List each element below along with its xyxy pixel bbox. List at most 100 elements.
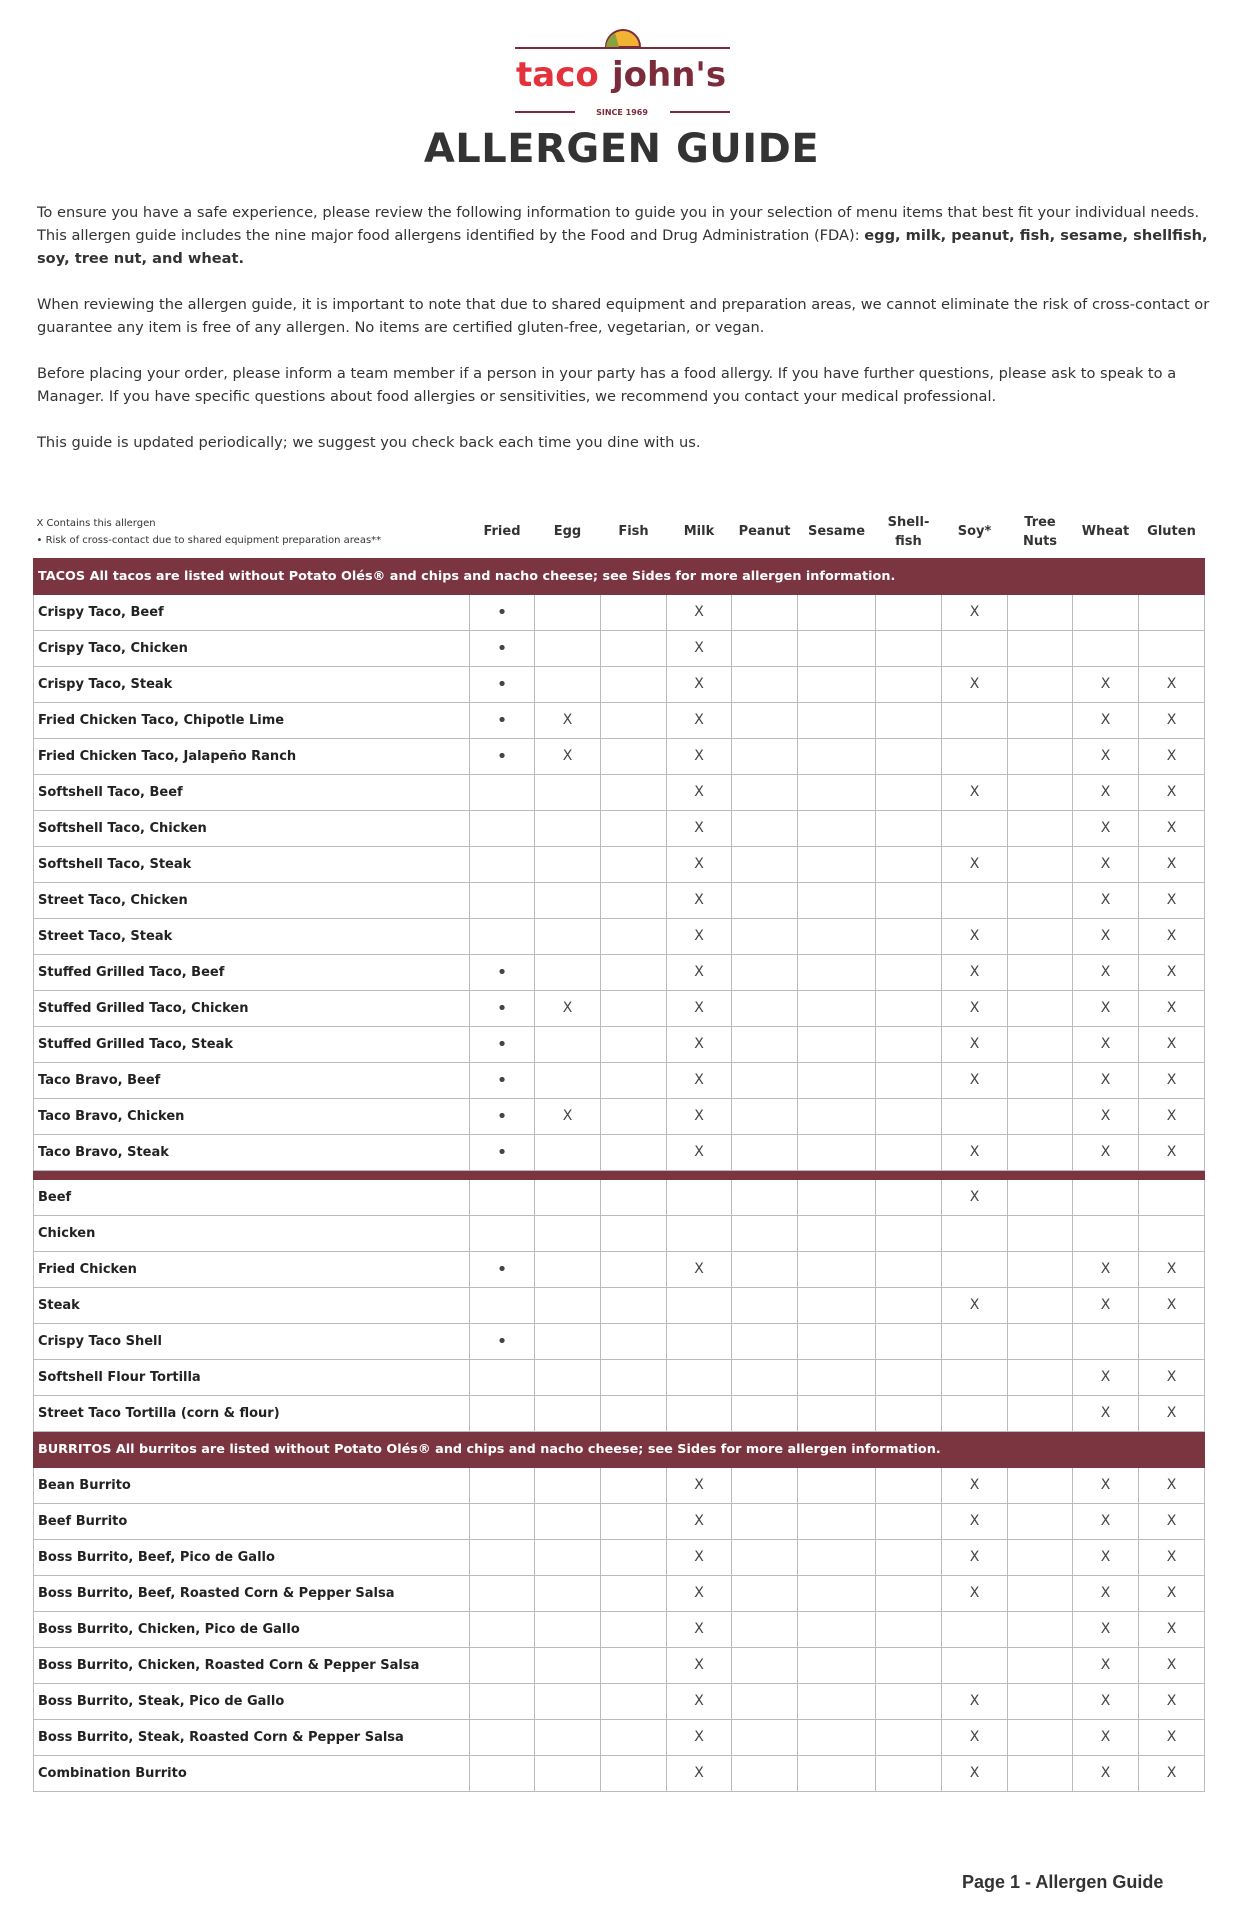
allergen-cell — [469, 773, 535, 811]
since-text: SINCE 1969 — [596, 108, 648, 117]
allergen-cell: X — [1138, 1133, 1205, 1171]
allergen-cell: X — [1072, 701, 1139, 739]
allergen-cell — [797, 1250, 876, 1288]
allergen-cell — [534, 1358, 601, 1396]
allergen-cell — [534, 953, 601, 991]
allergen-cell — [600, 1097, 667, 1135]
allergen-cell: X — [941, 917, 1008, 955]
allergen-cell — [469, 809, 535, 847]
allergen-cell — [469, 845, 535, 883]
allergen-cell — [1007, 1286, 1073, 1324]
item-name: Softshell Flour Tortilla — [33, 1358, 470, 1396]
allergen-cell — [797, 1646, 876, 1684]
allergen-cell — [875, 1322, 942, 1360]
table-row: Stuffed Grilled Taco, Steak • X X X X — [33, 1025, 1205, 1063]
allergen-cell — [731, 953, 798, 991]
allergen-cell — [731, 845, 798, 883]
allergen-cell: X — [1072, 953, 1139, 991]
allergen-cell — [875, 1754, 942, 1792]
allergen-cell — [875, 1178, 942, 1216]
allergen-cell — [600, 1466, 667, 1504]
allergen-cell — [797, 989, 876, 1027]
allergen-cell: X — [941, 1466, 1008, 1504]
allergen-cell: X — [1072, 1646, 1139, 1684]
allergen-cell: X — [1072, 1286, 1139, 1324]
allergen-cell: X — [1138, 809, 1205, 847]
allergen-cell — [1072, 1214, 1139, 1252]
legend: X Contains this allergen • Risk of cross… — [34, 506, 470, 558]
allergen-cell — [469, 1466, 535, 1504]
allergen-cell: X — [666, 917, 732, 955]
allergen-cell — [1007, 1178, 1073, 1216]
allergen-cell — [731, 1250, 798, 1288]
item-name: Steak — [33, 1286, 470, 1324]
allergen-cell — [941, 1646, 1008, 1684]
item-name: Chicken — [33, 1214, 470, 1252]
item-name: Taco Bravo, Beef — [33, 1061, 470, 1099]
allergen-cell — [1007, 1646, 1073, 1684]
allergen-cell: X — [941, 773, 1008, 811]
allergen-cell: X — [1138, 1538, 1205, 1576]
item-name: Stuffed Grilled Taco, Chicken — [33, 989, 470, 1027]
allergen-cell: X — [1138, 989, 1205, 1027]
item-name: Beef Burrito — [33, 1502, 470, 1540]
item-name: Softshell Taco, Beef — [33, 773, 470, 811]
allergen-cell — [875, 737, 942, 775]
allergen-cell — [600, 701, 667, 739]
allergen-cell — [941, 881, 1008, 919]
allergen-cell: • — [469, 665, 535, 703]
allergen-cell — [534, 1538, 601, 1576]
allergen-cell — [666, 1286, 732, 1324]
section-title: BURRITOS All burritos are listed without… — [33, 1430, 1205, 1468]
allergen-cell — [1138, 1178, 1205, 1216]
allergen-cell — [797, 1358, 876, 1396]
allergen-cell: X — [534, 989, 601, 1027]
allergen-cell — [875, 1133, 942, 1171]
allergen-cell — [1007, 845, 1073, 883]
allergen-cell — [731, 1133, 798, 1171]
allergen-cell: X — [666, 665, 732, 703]
allergen-cell — [797, 1754, 876, 1792]
allergen-cell — [731, 737, 798, 775]
section-band: TACOS All tacos are listed without Potat… — [33, 557, 1205, 595]
allergen-cell — [600, 737, 667, 775]
allergen-cell — [875, 845, 942, 883]
allergen-cell: X — [1072, 1358, 1139, 1396]
allergen-cell — [534, 1574, 601, 1612]
allergen-cell: X — [666, 1646, 732, 1684]
item-name: Street Taco, Chicken — [33, 881, 470, 919]
allergen-cell: X — [1072, 1133, 1139, 1171]
item-name: Taco Bravo, Steak — [33, 1133, 470, 1171]
item-name: Crispy Taco, Steak — [33, 665, 470, 703]
allergen-cell — [875, 1358, 942, 1396]
allergen-cell — [600, 1682, 667, 1720]
allergen-cell — [797, 881, 876, 919]
allergen-cell: X — [1138, 773, 1205, 811]
allergen-cell — [797, 1061, 876, 1099]
allergen-cell — [797, 1394, 876, 1432]
allergen-cell — [534, 1061, 601, 1099]
table-row: Crispy Taco, Chicken • X — [33, 629, 1205, 667]
allergen-cell: X — [1138, 1466, 1205, 1504]
allergen-cell: X — [1138, 1610, 1205, 1648]
allergen-cell — [731, 1286, 798, 1324]
allergen-cell — [941, 1358, 1008, 1396]
allergen-cell — [534, 1133, 601, 1171]
allergen-cell — [875, 629, 942, 667]
allergen-cell — [1007, 1214, 1073, 1252]
table-row: Fried Chicken • X X X — [33, 1250, 1205, 1288]
taco-johns-logo: taco john's SINCE 1969 — [515, 29, 730, 117]
allergen-cell — [1007, 917, 1073, 955]
allergen-cell — [875, 953, 942, 991]
allergen-cell — [731, 1574, 798, 1612]
table-row: Crispy Taco, Beef • X X — [33, 593, 1205, 631]
allergen-cell: X — [666, 1574, 732, 1612]
allergen-cell — [600, 1322, 667, 1360]
table-row: Crispy Taco, Steak • X X X X — [33, 665, 1205, 703]
allergen-cell — [600, 809, 667, 847]
allergen-cell — [731, 1394, 798, 1432]
allergen-cell: X — [1072, 737, 1139, 775]
allergen-cell — [797, 665, 876, 703]
allergen-cell: X — [1072, 809, 1139, 847]
allergen-cell — [534, 773, 601, 811]
